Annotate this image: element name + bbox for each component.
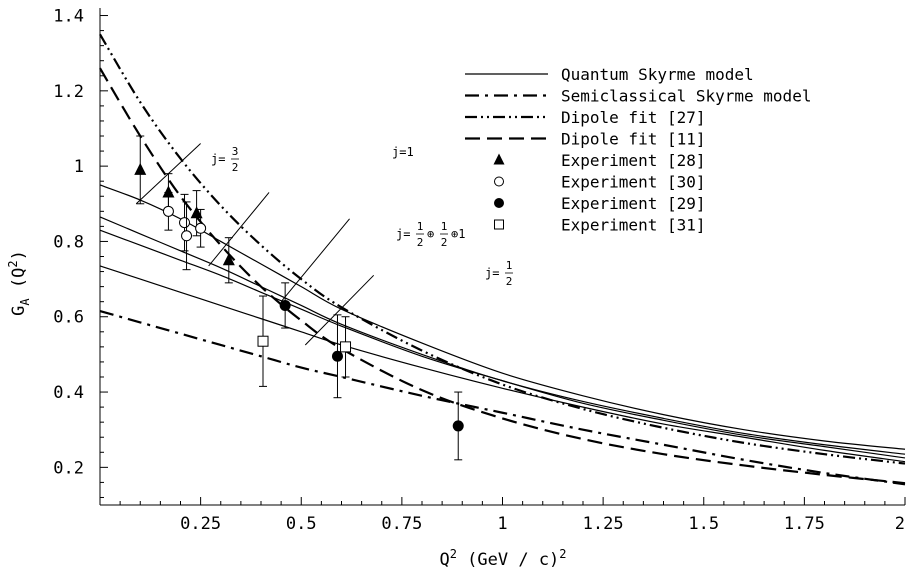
experiment-points [134, 135, 464, 461]
legend-label: Experiment [29] [561, 194, 706, 213]
y-axis-label: GA (Q2) [6, 250, 32, 316]
open-circle-marker [195, 222, 207, 234]
triangle-marker [134, 162, 147, 175]
y-tick-label: 0.4 [53, 383, 84, 403]
frac-den: 2 [506, 275, 513, 288]
y-label-text: G [9, 306, 29, 316]
triangle-marker [222, 253, 235, 266]
curve-label: j= [211, 152, 225, 166]
curve-label: j= [396, 227, 410, 241]
triangle-marker [493, 153, 505, 165]
open-circle-marker [494, 176, 504, 187]
legend-label: Quantum Skyrme model [561, 65, 754, 84]
frac-num: 1 [441, 220, 448, 233]
legend-label: Dipole fit [11] [561, 130, 706, 149]
x-tick-label: 1.75 [784, 514, 825, 534]
legend-label: Semiclassical Skyrme model [561, 87, 811, 106]
legend-label: Experiment [31] [561, 216, 706, 235]
x-label-text: Q [439, 550, 449, 570]
y-label-arg: (Q [9, 268, 29, 299]
y-label-sub: A [18, 298, 32, 306]
curve-label-tail: ⊕1 [451, 227, 465, 241]
curve-label-text: j=1 [392, 145, 414, 159]
filled-circle-marker [331, 350, 343, 362]
legend-label: Experiment [30] [561, 173, 706, 192]
curve-label-text: j= [396, 227, 410, 241]
frac-num: 3 [232, 145, 239, 158]
axes: 0.25 0.5 0.75 1 1.25 1.5 1.75 2 0.2 0.4 0.6 0.8 1 1.2… [53, 7, 906, 534]
y-label-arg-sup: 2 [6, 260, 20, 267]
y-tick-label: 1.2 [53, 82, 84, 102]
filled-circle-marker [279, 299, 291, 311]
curve-label: j=1 [392, 145, 414, 159]
curve-label-text: j= [211, 152, 225, 166]
curve-label: j= [485, 266, 499, 280]
curve-solid-2 [99, 229, 906, 459]
legend-label: Experiment [28] [561, 151, 706, 170]
x-tick-label: 0.75 [381, 514, 422, 534]
x-label-sup: 2 [450, 547, 457, 561]
frac-num: 1 [506, 259, 513, 272]
frac-num: 1 [417, 220, 424, 233]
curve-solid-1 [99, 216, 906, 455]
curve-solid-0 [99, 184, 906, 450]
curve-dash-dot-4 [99, 310, 906, 486]
x-tick-label: 2 [895, 514, 905, 534]
open-square-marker [340, 341, 352, 353]
legend: Quantum Skyrme model Semiclassical Skyrme… [465, 65, 811, 235]
pointer-line [280, 218, 350, 303]
y-tick-label: 0.6 [53, 308, 84, 328]
open-circle-marker [181, 230, 193, 242]
pointer-line [304, 274, 375, 346]
filled-circle-marker [494, 198, 504, 208]
triangle-marker [190, 206, 203, 219]
open-square-marker [257, 335, 269, 347]
y-tick-label: 0.8 [53, 232, 84, 252]
x-tick-label: 1.25 [583, 514, 624, 534]
legend-label: Dipole fit [27] [561, 108, 706, 127]
y-tick-label: 1 [74, 157, 84, 177]
curve-solid-3 [99, 265, 906, 463]
triangle-marker [162, 185, 175, 198]
y-tick-label: 0.2 [53, 458, 84, 478]
open-circle-marker [162, 205, 174, 217]
frac-den: 2 [417, 236, 424, 249]
x-label-unit: (GeV / c) [457, 550, 559, 570]
x-label-unit-sup: 2 [559, 547, 566, 561]
open-circle-marker [179, 217, 191, 229]
pointer-line [208, 192, 270, 267]
x-tick-label: 0.25 [180, 514, 221, 534]
frac-den: 2 [232, 161, 239, 174]
x-axis-label: Q2 (GeV / c)2 [439, 547, 566, 570]
curve-dash-dot-dot-5 [99, 33, 906, 465]
filled-circle-marker [452, 420, 464, 432]
frac-den: 2 [441, 236, 448, 249]
curve-labels: j=32j=1j=12⊕12⊕1j=12 [135, 143, 513, 346]
x-tick-label: 1 [497, 514, 507, 534]
curve-label-mid: ⊕ [427, 227, 434, 241]
open-square-marker [494, 219, 504, 230]
y-label-close: ) [9, 250, 29, 260]
x-tick-label: 1.5 [688, 514, 719, 534]
y-tick-label: 1.4 [53, 7, 84, 27]
x-tick-label: 0.5 [286, 514, 317, 534]
curve-label-text: j= [485, 266, 499, 280]
